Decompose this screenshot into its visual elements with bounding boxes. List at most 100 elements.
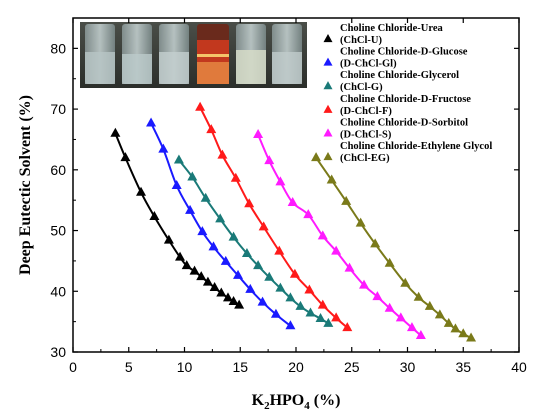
data-point	[274, 245, 285, 255]
data-point	[295, 300, 306, 310]
vial-1	[85, 24, 115, 84]
data-point	[275, 176, 286, 186]
data-point	[253, 260, 264, 270]
legend-label: Choline Chloride-D-Fructose	[340, 94, 471, 105]
data-point	[434, 309, 445, 319]
data-point	[244, 198, 255, 208]
x-tick-label: 20	[288, 359, 304, 375]
data-point	[146, 117, 157, 127]
y-tick-label: 80	[50, 40, 66, 56]
data-point	[443, 317, 454, 327]
data-point	[241, 248, 252, 258]
series-layer	[110, 101, 477, 342]
legend-label-abbrev: (ChCl-EG)	[340, 153, 390, 164]
legend-label: Choline Chloride-D-Sorbitol	[340, 117, 468, 128]
data-point	[149, 210, 160, 220]
data-point	[257, 296, 268, 306]
data-point	[305, 307, 316, 317]
series-4	[195, 101, 353, 332]
x-tick-label: 25	[344, 359, 360, 375]
legend: Choline Chloride-Urea(ChCl-U)Choline Chl…	[323, 23, 492, 164]
legend-item-1: Choline Chloride-Urea(ChCl-U)	[323, 23, 444, 46]
data-point	[228, 231, 239, 241]
series-6	[311, 152, 477, 342]
legend-label-abbrev: (ChCl-G)	[340, 82, 383, 93]
legend-label-abbrev: (D-ChCl-F)	[340, 106, 392, 117]
data-point	[253, 129, 264, 139]
data-point	[245, 283, 256, 293]
data-point	[163, 234, 174, 244]
data-point	[200, 192, 211, 202]
vial-5	[236, 24, 266, 84]
legend-marker	[323, 57, 333, 66]
data-point	[230, 172, 241, 182]
data-point	[258, 221, 269, 231]
legend-item-2: Choline Chloride-D-Glucose(D-ChCl-Gl)	[323, 47, 468, 70]
data-point	[264, 271, 275, 281]
data-point	[228, 296, 239, 306]
data-point	[458, 328, 469, 338]
data-point	[355, 217, 366, 227]
data-point	[189, 265, 200, 275]
series-line	[257, 134, 422, 337]
data-point	[400, 277, 411, 287]
legend-item-3: Choline Chloride-Glycerol(ChCl-G)	[323, 70, 459, 93]
y-axis-title: Deep Eutectic Solvent (%)	[17, 95, 34, 275]
data-point	[395, 312, 406, 322]
data-point	[195, 101, 206, 111]
data-point	[287, 197, 298, 207]
data-point	[220, 255, 231, 265]
legend-label: Choline Chloride-Urea	[340, 23, 444, 34]
legend-label-abbrev: (ChCl-U)	[340, 35, 382, 46]
data-point	[317, 299, 328, 309]
data-point	[208, 241, 219, 251]
legend-marker	[323, 151, 333, 161]
axes: 0 5 10 15 20 25 30 35 40 30 40 50 60 70 80	[50, 18, 527, 375]
y-tick-label: 60	[50, 162, 66, 178]
series-1	[110, 127, 245, 309]
data-point	[342, 322, 353, 332]
data-point	[181, 260, 192, 270]
data-point	[304, 284, 315, 294]
data-point	[289, 268, 300, 278]
y-tick-label: 40	[50, 283, 66, 299]
data-point	[120, 152, 131, 162]
y-tick-label: 50	[50, 223, 66, 239]
x-tick-label: 15	[232, 359, 248, 375]
legend-marker	[323, 81, 333, 90]
legend-marker	[323, 128, 333, 137]
data-point	[341, 195, 352, 205]
data-point	[331, 312, 342, 322]
data-point	[270, 308, 281, 318]
data-point	[323, 317, 334, 327]
data-point	[285, 320, 296, 330]
data-point	[384, 257, 395, 267]
legend-marker	[323, 104, 333, 113]
data-point	[202, 276, 213, 286]
data-point	[406, 322, 417, 332]
series-3	[173, 154, 334, 327]
data-point	[206, 124, 217, 134]
vial-3	[159, 24, 189, 84]
data-point	[466, 332, 477, 342]
data-point	[175, 251, 186, 261]
data-point	[424, 300, 435, 310]
data-point	[185, 204, 196, 214]
legend-label-abbrev: (D-ChCl-Gl)	[340, 59, 397, 70]
vial-4	[197, 24, 229, 84]
data-point	[384, 302, 395, 312]
x-tick-label: 40	[511, 359, 527, 375]
data-point	[196, 271, 207, 281]
series-line	[178, 159, 329, 325]
x-tick-label: 35	[455, 359, 471, 375]
data-point	[311, 152, 322, 162]
data-point	[315, 313, 326, 323]
data-point	[370, 238, 381, 248]
data-point	[158, 143, 169, 153]
data-point	[234, 299, 245, 309]
vial-6	[272, 24, 302, 84]
data-point	[285, 292, 296, 302]
data-point	[275, 282, 286, 292]
x-tick-label: 10	[177, 359, 193, 375]
legend-label-abbrev: (D-ChCl-S)	[340, 129, 392, 140]
